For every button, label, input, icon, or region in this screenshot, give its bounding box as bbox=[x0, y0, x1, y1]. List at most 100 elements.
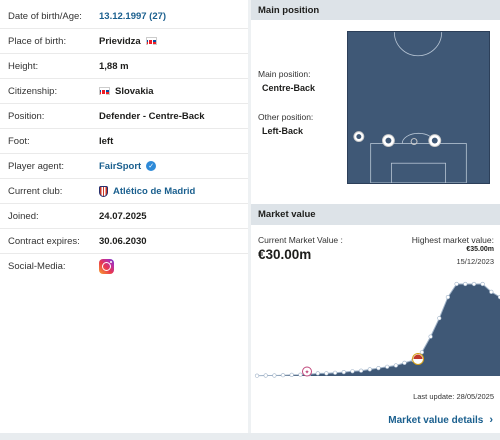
player-facts: Date of birth/Age: 13.12.1997 (27) Place… bbox=[0, 0, 248, 282]
market-value-point[interactable] bbox=[280, 373, 286, 378]
fact-label: Height: bbox=[8, 60, 39, 72]
club-crest-icon bbox=[99, 185, 108, 197]
market-value-point[interactable] bbox=[393, 363, 398, 368]
fact-label: Social-Media: bbox=[8, 261, 66, 272]
market-value-point[interactable] bbox=[471, 281, 477, 287]
verified-check-icon: ✓ bbox=[146, 161, 157, 171]
market-value-details-label[interactable]: Market value details bbox=[388, 414, 484, 426]
fact-value: Prievidza bbox=[99, 36, 157, 47]
slovakia-flag-icon bbox=[145, 37, 157, 45]
fact-value: 1,88 m bbox=[99, 60, 129, 72]
market-value-chart[interactable]: ✦ bbox=[251, 268, 500, 383]
chevron-right-icon: › bbox=[489, 414, 493, 426]
fact-row-height: Height: 1,88 m bbox=[0, 54, 248, 79]
club-marker-early bbox=[302, 366, 312, 377]
current-value-label: Current Market Value : bbox=[258, 235, 343, 245]
left-back-marker-inner bbox=[356, 134, 362, 140]
market-value-point[interactable] bbox=[315, 371, 320, 376]
market-value-point[interactable] bbox=[419, 350, 424, 355]
market-value-point[interactable] bbox=[489, 289, 494, 295]
other-position-label: Other position: bbox=[258, 112, 314, 122]
fact-label: Current club: bbox=[8, 185, 63, 197]
market-value-point[interactable] bbox=[428, 334, 433, 339]
last-update-text: Last update: 28/05/2025 bbox=[413, 392, 494, 401]
market-value-point[interactable] bbox=[463, 281, 468, 287]
centre-back-marker-mid bbox=[410, 138, 418, 145]
fact-row-birthplace: Place of birth: Prievidza bbox=[0, 29, 248, 54]
market-value-point[interactable] bbox=[289, 372, 294, 377]
market-value-point[interactable] bbox=[263, 373, 268, 378]
goal-area bbox=[390, 162, 447, 183]
fact-value bbox=[99, 259, 114, 274]
position-markers bbox=[353, 131, 442, 147]
market-value-point[interactable] bbox=[272, 373, 277, 378]
fact-value: left bbox=[99, 135, 114, 147]
fact-label: Citizenship: bbox=[8, 85, 58, 97]
position-pitch bbox=[347, 31, 490, 184]
fact-label: Place of birth: bbox=[8, 35, 67, 47]
market-value-details-link[interactable]: Market value details › bbox=[388, 414, 493, 426]
market-value-point[interactable] bbox=[454, 281, 459, 287]
fact-row-contract: Contract expires: 30.06.2030 bbox=[0, 229, 248, 254]
centre-back-marker-right-inner bbox=[431, 137, 438, 144]
other-position-value: Left-Back bbox=[262, 126, 304, 136]
fact-label: Foot: bbox=[8, 135, 30, 147]
slovakia-flag-icon bbox=[99, 87, 110, 95]
main-position-value: Centre-Back bbox=[262, 83, 316, 93]
market-value-header: Market value bbox=[251, 204, 500, 225]
centre-back-marker-left-inner bbox=[385, 137, 392, 144]
fact-row-birth: Date of birth/Age: 13.12.1997 (27) bbox=[0, 4, 248, 29]
fact-value: Defender - Centre-Back bbox=[99, 110, 205, 122]
left-blank-area bbox=[0, 282, 248, 433]
fact-label: Position: bbox=[8, 110, 45, 122]
birth-date-link[interactable]: 13.12.1997 (27) bbox=[99, 10, 167, 22]
agent-link[interactable]: FairSport ✓ bbox=[99, 160, 157, 172]
fact-value: 24.07.2025 bbox=[99, 210, 147, 222]
fact-value: 30.06.2030 bbox=[99, 235, 147, 247]
fact-row-club: Current club: Atlético de Madrid bbox=[0, 179, 248, 204]
market-value-point[interactable] bbox=[367, 367, 372, 372]
market-value-point[interactable] bbox=[254, 373, 260, 378]
market-value-point[interactable] bbox=[332, 370, 338, 375]
market-value-point[interactable] bbox=[402, 360, 407, 365]
highest-value-label: Highest market value: bbox=[411, 235, 494, 245]
fact-label: Contract expires: bbox=[8, 235, 80, 247]
column-divider bbox=[248, 0, 251, 433]
market-value-point[interactable] bbox=[341, 369, 346, 375]
fact-label: Joined: bbox=[8, 210, 39, 222]
highest-value: €35.00m bbox=[466, 246, 494, 253]
market-value-point[interactable] bbox=[298, 372, 303, 377]
club-name[interactable]: Atlético de Madrid bbox=[113, 185, 196, 197]
club-link[interactable]: Atlético de Madrid bbox=[99, 185, 196, 197]
fact-row-agent: Player agent: FairSport ✓ bbox=[0, 154, 248, 179]
club-marker-early-icon: ✦ bbox=[304, 369, 309, 376]
club-markers: ✦ bbox=[302, 353, 424, 377]
highest-value-date: 15/12/2023 bbox=[456, 257, 494, 266]
market-value-point[interactable] bbox=[445, 295, 450, 300]
fact-row-joined: Joined: 24.07.2025 bbox=[0, 204, 248, 229]
market-value-point[interactable] bbox=[437, 316, 442, 321]
pitch-field bbox=[348, 32, 489, 183]
market-value-point[interactable] bbox=[385, 364, 390, 369]
center-circle bbox=[393, 32, 443, 57]
main-position-label: Main position: bbox=[258, 69, 311, 79]
market-value-point[interactable] bbox=[376, 365, 381, 371]
market-value-point[interactable] bbox=[358, 368, 364, 373]
market-value-area bbox=[257, 284, 500, 376]
market-value-point[interactable] bbox=[480, 281, 485, 287]
agent-name[interactable]: FairSport bbox=[99, 160, 142, 172]
fact-row-citizenship: Citizenship: Slovakia bbox=[0, 79, 248, 104]
fact-label: Player agent: bbox=[8, 160, 64, 172]
fact-label: Date of birth/Age: bbox=[8, 10, 82, 22]
instagram-icon[interactable] bbox=[99, 259, 114, 274]
main-position-header: Main position bbox=[251, 0, 500, 20]
birthplace-text: Prievidza bbox=[99, 35, 141, 47]
fact-row-foot: Foot: left bbox=[0, 129, 248, 154]
market-value-point[interactable] bbox=[324, 371, 329, 376]
fact-value: Slovakia bbox=[99, 86, 154, 97]
citizenship-text: Slovakia bbox=[115, 85, 154, 97]
fact-row-position: Position: Defender - Centre-Back bbox=[0, 104, 248, 129]
market-value-point[interactable] bbox=[350, 369, 355, 374]
current-value: €30.00m bbox=[258, 247, 312, 262]
bottom-scroll-area bbox=[0, 433, 500, 440]
